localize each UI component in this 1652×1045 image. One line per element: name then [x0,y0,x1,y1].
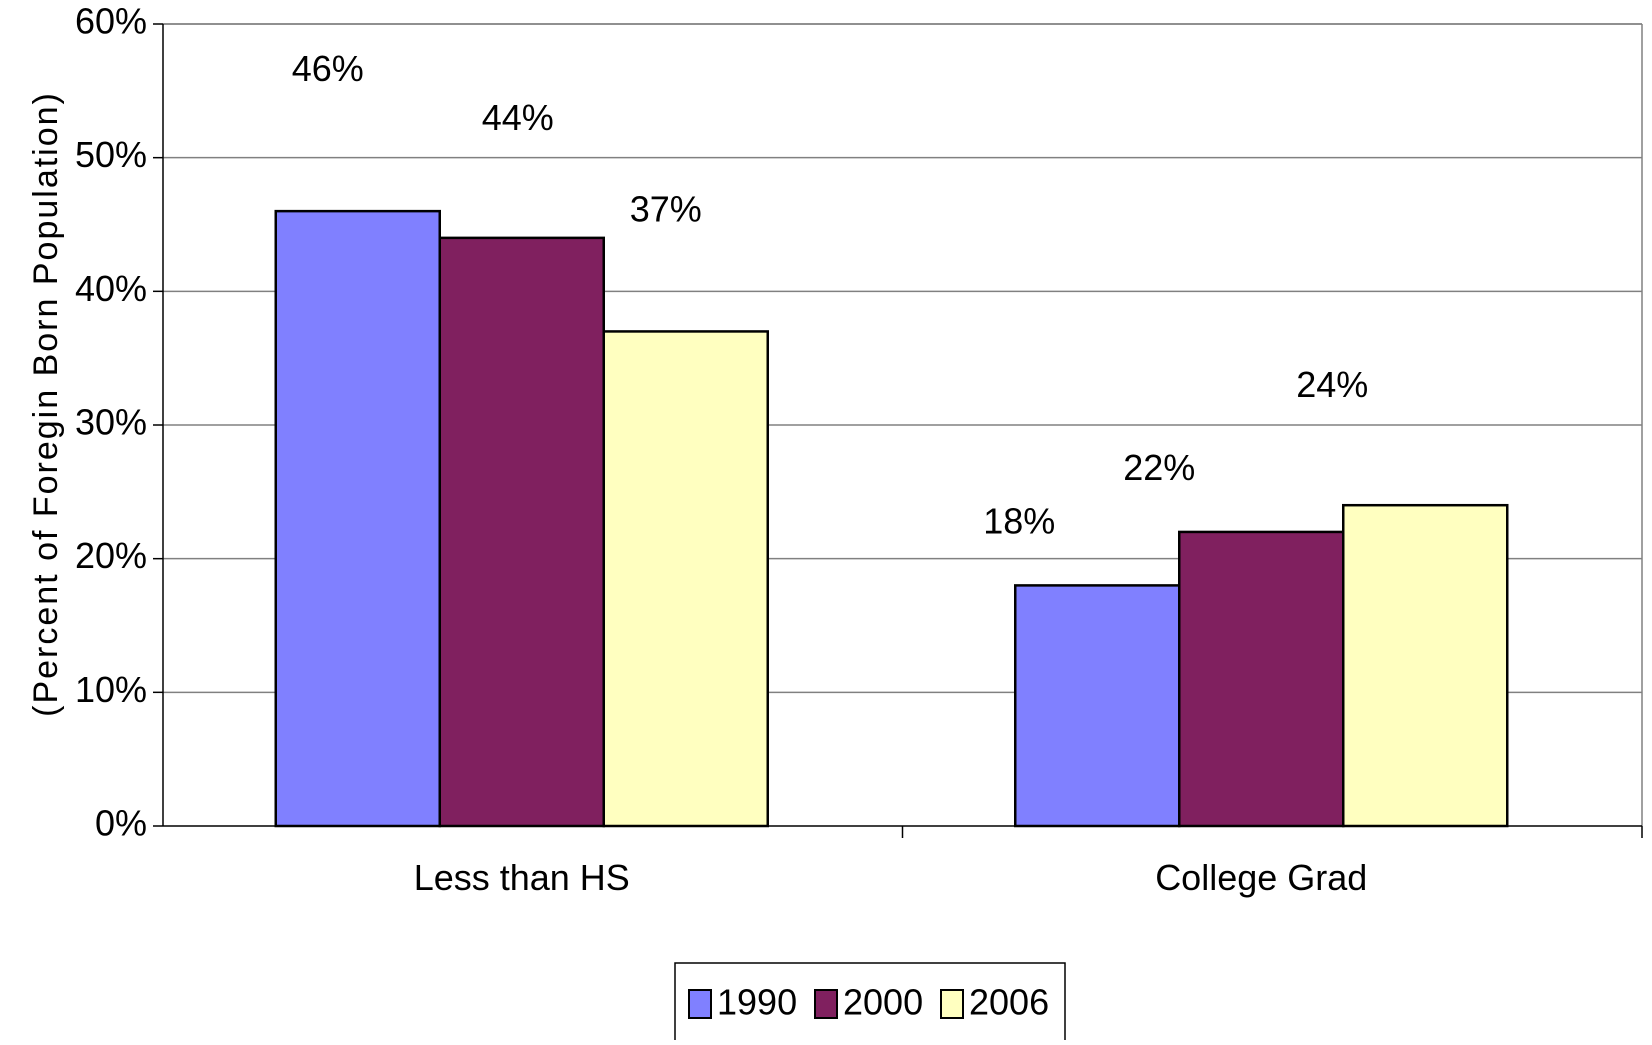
legend-label: 1990 [717,982,797,1023]
y-tick-label: 40% [75,268,147,309]
bars [274,209,1509,828]
y-tick-label: 20% [75,535,147,576]
bar-1990 [1014,584,1181,828]
y-tick-label: 50% [75,134,147,175]
legend: 1990 2000 2006 [674,962,1066,1044]
data-label: 37% [630,188,702,229]
legend-label: 2000 [843,982,923,1023]
data-label: 44% [482,97,554,138]
legend-label: 2006 [969,982,1049,1023]
bar-2000 [438,236,605,828]
bar-2000 [1178,530,1345,828]
data-label: 46% [292,48,364,89]
axes: 0% 10% 20% 30% 40% 50% 60% Less than HS College … [75,1,1643,898]
data-label: 24% [1296,364,1368,405]
y-tick-label: 30% [75,402,147,443]
y-tick-label: 0% [95,803,147,844]
data-label: 18% [983,500,1055,541]
legend-swatch-2006 [940,989,964,1019]
x-tick-label: Less than HS [414,857,630,898]
legend-swatch-2000 [814,989,838,1019]
y-tick-label: 60% [75,1,147,42]
y-axis-title: (Percent of Foregin Born Population) [27,91,65,717]
bar-1990 [274,209,441,828]
y-tick-label: 10% [75,669,147,710]
bar-2006 [602,330,769,828]
bar-2006 [1342,503,1509,828]
x-tick-label: College Grad [1155,857,1367,898]
legend-swatch-1990 [688,989,712,1019]
data-labels: 46% 44% 37% 18% 22% 24% [292,48,1369,541]
data-label: 22% [1123,447,1195,488]
